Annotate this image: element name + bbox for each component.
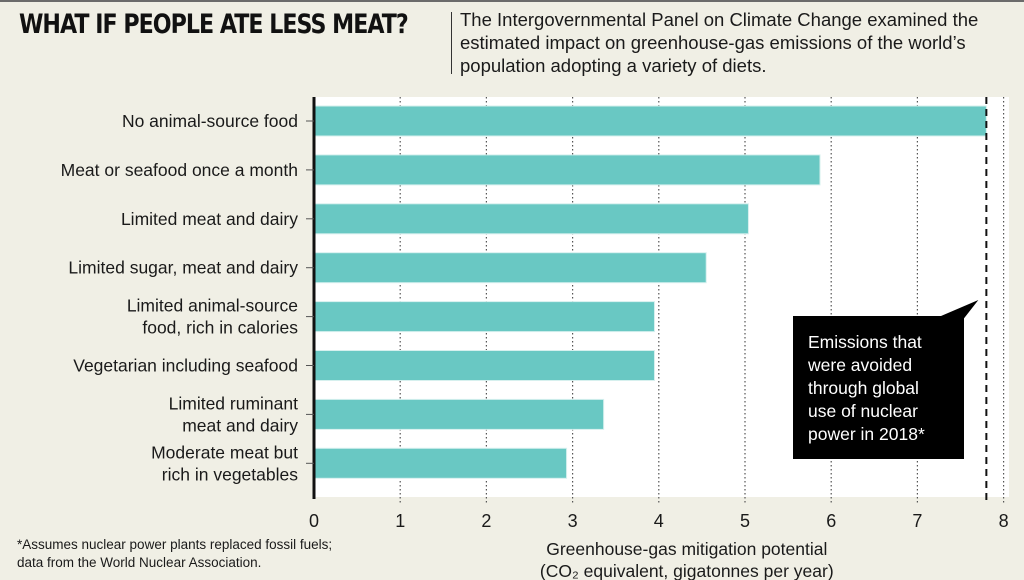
callout-text-line: through global	[808, 378, 919, 398]
x-tick-label: 1	[395, 511, 405, 531]
y-tick-label: Meat or seafood once a month	[61, 160, 298, 180]
x-tick-label: 7	[912, 511, 922, 531]
x-axis: 0 1 2 3 4 5 6 7 8 Greenhouse-gas mitigation poten…	[309, 511, 1009, 580]
bar	[313, 447, 568, 479]
footnote-line: *Assumes nuclear power plants replaced f…	[17, 537, 333, 552]
y-tick-label: Vegetarian including seafood	[73, 356, 298, 376]
x-tick-label: 8	[999, 511, 1009, 531]
y-tick-label-line: No animal-source food	[122, 111, 298, 131]
x-axis-title-line: (CO₂ equivalent, gigatonnes per year)	[540, 561, 834, 580]
bar	[313, 350, 655, 381]
y-tick-label-line: Limited ruminant	[169, 393, 298, 413]
x-tick-label: 5	[740, 511, 750, 531]
top-rule	[0, 0, 1024, 2]
x-axis-title-line: Greenhouse-gas mitigation potential	[546, 539, 827, 559]
footnote: *Assumes nuclear power plants replaced f…	[17, 536, 332, 572]
bar	[313, 398, 605, 430]
y-tick-label-line: rich in vegetables	[162, 464, 298, 484]
y-tick-label-line: Moderate meat but	[151, 442, 298, 462]
y-tick-label-line: Limited meat and dairy	[121, 209, 298, 229]
callout-text-line: power in 2018*	[808, 424, 925, 444]
y-tick-label: Moderate meat but rich in vegetables	[151, 442, 298, 484]
y-tick-label-line: Meat or seafood once a month	[61, 160, 298, 180]
subtitle-divider	[451, 12, 452, 74]
bar	[313, 105, 987, 137]
y-tick-label-line: food, rich in calories	[142, 318, 298, 338]
nuclear-callout: Emissions that were avoided through global…	[793, 300, 979, 459]
y-tick-label: No animal-source food	[122, 111, 298, 131]
x-tick-label: 2	[481, 511, 491, 531]
x-axis-title: Greenhouse-gas mitigation potential (CO₂ …	[540, 539, 834, 580]
x-tick-label: 3	[568, 511, 578, 531]
y-tick-label-line: meat and dairy	[182, 415, 298, 435]
bar	[313, 154, 821, 186]
bar	[313, 203, 749, 235]
callout-text-line: Emissions that	[808, 332, 922, 352]
x-tick-label: 4	[654, 511, 664, 531]
y-tick-label: Limited ruminant meat and dairy	[169, 393, 299, 435]
y-tick-label: Limited meat and dairy	[121, 209, 298, 229]
x-tick-label: 0	[309, 511, 319, 531]
footnote-line: data from the World Nuclear Association.	[17, 555, 262, 570]
y-tick-label-line: Limited animal-source	[127, 296, 298, 316]
chart-title: WHAT IF PEOPLE ATE LESS MEAT?	[19, 9, 409, 40]
x-tick-label: 6	[826, 511, 836, 531]
callout-text-line: use of nuclear	[808, 401, 918, 421]
y-tick-label: Limited sugar, meat and dairy	[68, 258, 298, 278]
y-tick-label: Limited animal-source food, rich in calor…	[127, 296, 298, 338]
y-axis: No animal-source food Meat or seafood onc…	[61, 97, 316, 499]
y-tick-label-line: Vegetarian including seafood	[73, 356, 298, 376]
callout-text-line: were avoided	[807, 355, 912, 375]
bar	[313, 252, 707, 284]
chart-subtitle: The Intergovernmental Panel on Climate C…	[460, 9, 979, 76]
callout-box	[793, 300, 979, 459]
bar	[313, 301, 655, 333]
y-tick-label-line: Limited sugar, meat and dairy	[68, 258, 298, 278]
